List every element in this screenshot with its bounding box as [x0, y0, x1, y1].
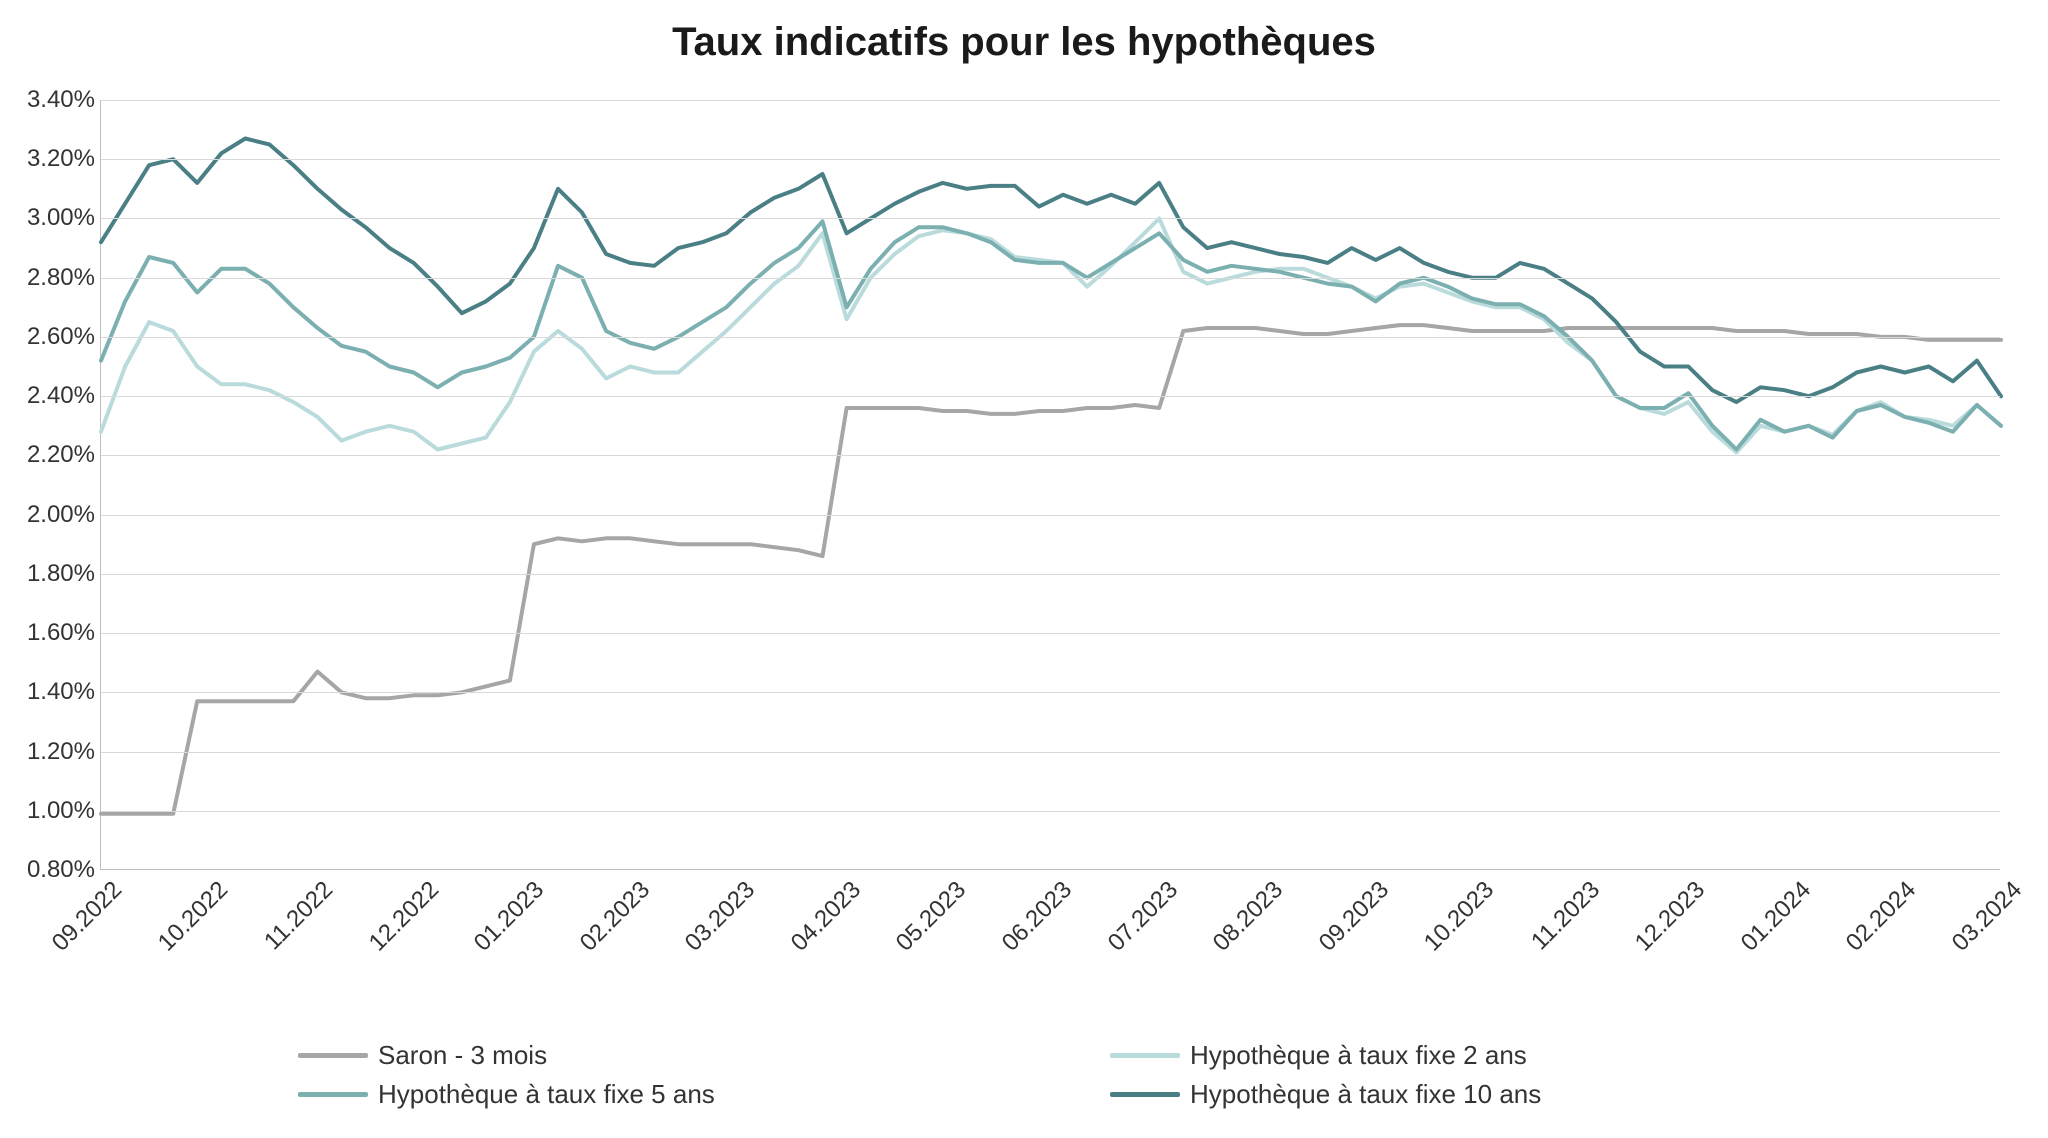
gridline	[101, 752, 2000, 753]
x-tick-label: 11.2023	[1519, 869, 1606, 956]
legend-label: Hypothèque à taux fixe 5 ans	[378, 1079, 715, 1110]
x-tick-label: 06.2023	[990, 869, 1078, 957]
x-tick-label: 04.2023	[779, 869, 867, 957]
y-tick-label: 1.20%	[27, 738, 101, 766]
series-line	[101, 219, 2001, 453]
legend-item: Saron - 3 mois	[298, 1040, 1050, 1071]
x-tick-label: 12.2023	[1623, 869, 1711, 957]
y-tick-label: 1.00%	[27, 797, 101, 825]
chart-container: Taux indicatifs pour les hypothèques 0.8…	[0, 0, 2048, 1138]
gridline	[101, 574, 2000, 575]
y-tick-label: 2.00%	[27, 501, 101, 529]
x-tick-label: 03.2023	[673, 869, 761, 957]
y-tick-label: 1.60%	[27, 619, 101, 647]
legend-swatch	[298, 1092, 368, 1097]
y-tick-label: 1.80%	[27, 560, 101, 588]
gridline	[101, 159, 2000, 160]
plot-area: 0.80%1.00%1.20%1.40%1.60%1.80%2.00%2.20%…	[100, 100, 2000, 870]
x-tick-label: 11.2022	[252, 869, 339, 956]
y-tick-label: 1.40%	[27, 678, 101, 706]
legend-label: Hypothèque à taux fixe 10 ans	[1190, 1079, 1541, 1110]
x-tick-label: 07.2023	[1095, 869, 1183, 957]
gridline	[101, 218, 2000, 219]
gridline	[101, 100, 2000, 101]
gridline	[101, 337, 2000, 338]
legend-item: Hypothèque à taux fixe 10 ans	[1110, 1079, 1862, 1110]
chart-legend: Saron - 3 mois Hypothèque à taux fixe 2 a…	[280, 1040, 1880, 1110]
y-tick-label: 2.60%	[27, 323, 101, 351]
gridline	[101, 692, 2000, 693]
y-tick-label: 3.00%	[27, 204, 101, 232]
x-tick-label: 10.2022	[145, 869, 233, 957]
gridline	[101, 811, 2000, 812]
x-tick-label: 12.2022	[356, 869, 444, 957]
gridline	[101, 278, 2000, 279]
legend-swatch	[1110, 1092, 1180, 1097]
gridline	[101, 396, 2000, 397]
y-tick-label: 3.20%	[27, 145, 101, 173]
gridline	[101, 455, 2000, 456]
x-tick-label: 02.2023	[567, 869, 655, 957]
chart-lines	[101, 100, 2001, 870]
legend-label: Saron - 3 mois	[378, 1040, 547, 1071]
x-tick-label: 10.2023	[1412, 869, 1500, 957]
legend-swatch	[1110, 1053, 1180, 1058]
gridline	[101, 633, 2000, 634]
y-tick-label: 2.40%	[27, 382, 101, 410]
x-tick-label: 08.2023	[1201, 869, 1289, 957]
x-tick-label: 09.2023	[1306, 869, 1394, 957]
chart-title: Taux indicatifs pour les hypothèques	[0, 20, 2048, 65]
y-tick-label: 2.20%	[27, 441, 101, 469]
legend-swatch	[298, 1053, 368, 1058]
legend-item: Hypothèque à taux fixe 2 ans	[1110, 1040, 1862, 1071]
x-tick-label: 01.2024	[1729, 869, 1817, 957]
y-tick-label: 2.80%	[27, 264, 101, 292]
series-line	[101, 221, 2001, 449]
x-tick-label: 02.2024	[1834, 869, 1922, 957]
series-line	[101, 325, 2001, 814]
gridline	[101, 515, 2000, 516]
legend-item: Hypothèque à taux fixe 5 ans	[298, 1079, 1050, 1110]
legend-label: Hypothèque à taux fixe 2 ans	[1190, 1040, 1527, 1071]
y-tick-label: 3.40%	[27, 86, 101, 114]
x-tick-label: 05.2023	[884, 869, 972, 957]
x-tick-label: 01.2023	[462, 869, 550, 957]
x-tick-label: 03.2024	[1940, 869, 2028, 957]
